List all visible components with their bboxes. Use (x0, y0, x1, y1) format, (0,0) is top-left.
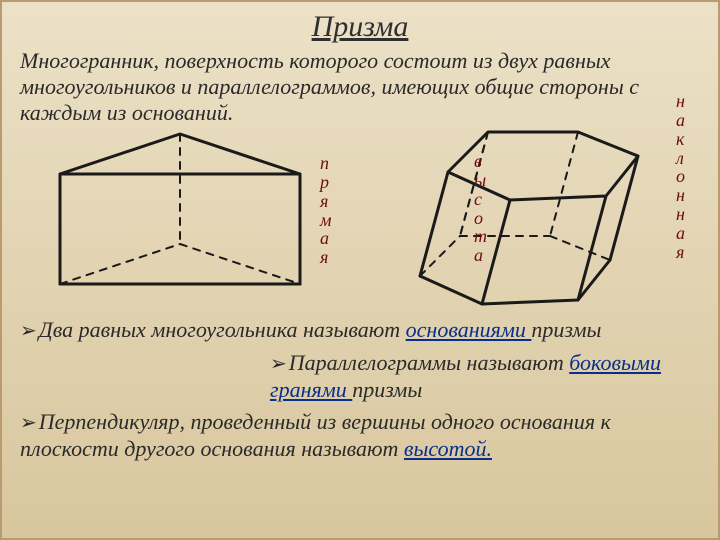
bullet-2-pre: Параллелограммы называют (289, 350, 569, 375)
bullet-3-link[interactable]: высотой. (404, 436, 492, 461)
bullet-list: ➢Два равных многоугольника называют осно… (20, 317, 700, 463)
figures-row: прямая высота наклонная (20, 124, 700, 329)
label-pryamaya: прямая (320, 154, 332, 267)
page-title: Призма (20, 10, 700, 44)
triangular-prism-diagram (30, 124, 330, 324)
bullet-2-post: призмы (352, 377, 422, 402)
bullet-3: ➢Перпендикуляр, проведенный из вершины о… (20, 409, 700, 463)
label-naklonnaya: наклонная (676, 92, 685, 262)
bullet-3-pre: Перпендикуляр, проведенный из вершины од… (20, 409, 611, 461)
definition-text: Многогранник, поверхность которого состо… (20, 48, 700, 126)
label-vysota: высота (474, 152, 487, 265)
chevron-right-icon: ➢ (270, 353, 287, 375)
bullet-2: ➢Параллелограммы называют боковыми граня… (270, 350, 700, 404)
chevron-right-icon: ➢ (20, 412, 37, 434)
page-root: Призма Многогранник, поверхность которог… (0, 0, 720, 540)
hexagonal-prism-diagram (390, 116, 670, 326)
